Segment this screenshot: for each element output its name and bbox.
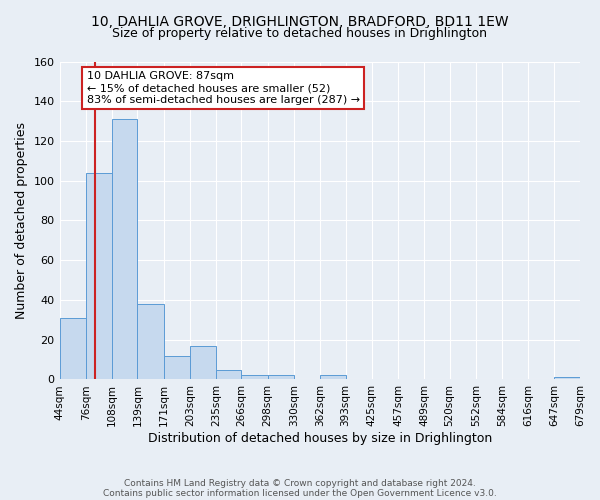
Bar bbox=[268, 376, 294, 380]
Bar bbox=[59, 318, 86, 380]
Y-axis label: Number of detached properties: Number of detached properties bbox=[15, 122, 28, 319]
Bar bbox=[164, 356, 190, 380]
Bar bbox=[190, 346, 216, 380]
Text: Contains HM Land Registry data © Crown copyright and database right 2024.: Contains HM Land Registry data © Crown c… bbox=[124, 478, 476, 488]
Bar bbox=[86, 173, 112, 380]
Text: Size of property relative to detached houses in Drighlington: Size of property relative to detached ho… bbox=[113, 28, 487, 40]
Bar bbox=[112, 119, 137, 380]
Bar bbox=[241, 376, 268, 380]
Bar bbox=[137, 304, 164, 380]
Bar bbox=[554, 378, 580, 380]
Text: Contains public sector information licensed under the Open Government Licence v3: Contains public sector information licen… bbox=[103, 488, 497, 498]
Bar bbox=[216, 370, 241, 380]
Text: 10 DAHLIA GROVE: 87sqm
← 15% of detached houses are smaller (52)
83% of semi-det: 10 DAHLIA GROVE: 87sqm ← 15% of detached… bbox=[86, 72, 360, 104]
Text: 10, DAHLIA GROVE, DRIGHLINGTON, BRADFORD, BD11 1EW: 10, DAHLIA GROVE, DRIGHLINGTON, BRADFORD… bbox=[91, 15, 509, 29]
Bar bbox=[320, 376, 346, 380]
X-axis label: Distribution of detached houses by size in Drighlington: Distribution of detached houses by size … bbox=[148, 432, 492, 445]
